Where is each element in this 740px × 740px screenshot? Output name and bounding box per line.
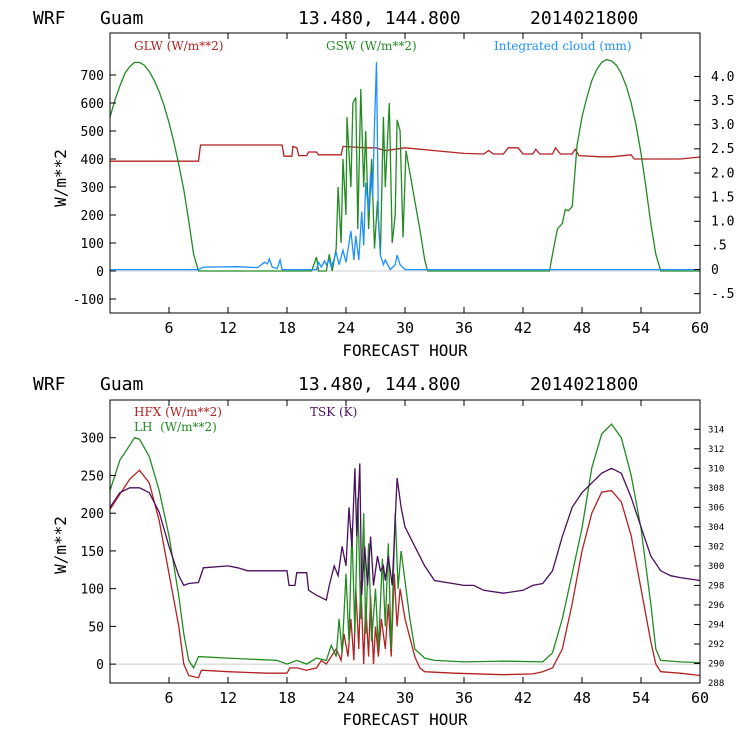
chart-1-x-ticks: 6 12 18 24 30 36 42 48 54 60 bbox=[164, 33, 709, 337]
chart-2-y2-tick-label-12: 312 bbox=[708, 445, 724, 455]
chart-1-legend-gsw: GSW (W/m**2) bbox=[326, 39, 417, 53]
chart-2-x-tick-label-0: 6 bbox=[164, 689, 173, 707]
chart-1-y2-tick-label-1: 0 bbox=[711, 263, 719, 278]
chart-1-y-tick-label-0: -100 bbox=[73, 293, 104, 308]
chart-1-y2-tick-label-9: 4.0 bbox=[711, 70, 734, 85]
chart-2-x-ticks: 6 12 18 24 30 36 42 48 54 60 bbox=[164, 400, 709, 707]
chart-1-x-tick-label-0: 6 bbox=[164, 319, 173, 337]
chart-1-x-axis-label: FORECAST HOUR bbox=[342, 341, 468, 360]
chart-1-header-location: Guam bbox=[100, 8, 143, 29]
chart-2-y-tick-label-2: 100 bbox=[81, 583, 104, 598]
chart-1-y-tick-label-8: 700 bbox=[81, 69, 104, 84]
chart-2: WRF Guam 13.480, 144.800 2014021800 6 12 1… bbox=[33, 374, 724, 729]
chart-1-header-date: 2014021800 bbox=[530, 8, 638, 29]
chart-1-x-tick-label-4: 30 bbox=[396, 319, 414, 337]
chart-2-legend-hfx: HFX (W/m**2) bbox=[134, 405, 222, 419]
chart-2-y2-tick-label-8: 304 bbox=[708, 523, 724, 533]
chart-1-y2-tick-label-4: 1.5 bbox=[711, 190, 734, 205]
chart-2-x-tick-label-7: 48 bbox=[573, 689, 591, 707]
chart-2-x-tick-label-4: 30 bbox=[396, 689, 414, 707]
chart-1-y-tick-label-5: 400 bbox=[81, 153, 104, 168]
chart-2-series bbox=[109, 423, 701, 679]
chart-2-y2-ticks: 288 290 292 294 296 298 300 302 304 306 308 310 312 3… bbox=[694, 425, 724, 689]
chart-1-series-line-1 bbox=[109, 58, 700, 272]
chart-2-x-tick-label-3: 24 bbox=[337, 689, 355, 707]
chart-1-header-coords: 13.480, 144.800 bbox=[298, 8, 461, 29]
chart-2-y2-tick-label-6: 300 bbox=[708, 562, 724, 572]
chart-1-series-line-0 bbox=[110, 144, 701, 162]
chart-2-x-axis-label: FORECAST HOUR bbox=[342, 710, 468, 729]
chart-1-y2-tick-label-2: .5 bbox=[711, 239, 727, 254]
chart-2-y-axis-label: W/m**2 bbox=[51, 516, 70, 574]
chart-1-x-tick-label-7: 48 bbox=[573, 319, 591, 337]
chart-2-header-location: Guam bbox=[100, 374, 143, 395]
chart-2-y2-tick-label-0: 288 bbox=[708, 679, 724, 689]
chart-2-y-tick-label-4: 200 bbox=[81, 507, 104, 522]
chart-1-y2-tick-label-6: 2.5 bbox=[711, 142, 734, 157]
chart-2-x-tick-label-8: 54 bbox=[632, 689, 650, 707]
chart-1-series-line-2 bbox=[110, 61, 700, 271]
chart-1-y-tick-label-6: 500 bbox=[81, 125, 104, 140]
chart-2-series-line-1 bbox=[109, 423, 701, 670]
chart-1-y-tick-label-3: 200 bbox=[81, 209, 104, 224]
chart-2-x-tick-label-6: 42 bbox=[514, 689, 532, 707]
chart-1-x-tick-label-1: 12 bbox=[219, 319, 237, 337]
chart-1-y-tick-label-2: 100 bbox=[81, 237, 104, 252]
chart-2-y2-tick-label-9: 306 bbox=[708, 503, 724, 513]
chart-1-series bbox=[109, 58, 701, 272]
chart-1-x-tick-label-9: 60 bbox=[691, 319, 709, 337]
chart-1-x-tick-label-3: 24 bbox=[337, 319, 355, 337]
chart-1-header-model: WRF bbox=[33, 8, 66, 29]
chart-2-y2-tick-label-7: 302 bbox=[708, 542, 724, 552]
chart-2-x-tick-label-1: 12 bbox=[219, 689, 237, 707]
chart-1-x-tick-label-6: 42 bbox=[514, 319, 532, 337]
chart-2-y-ticks: 0 50 100 150 200 250 300 bbox=[81, 432, 116, 673]
chart-2-series-line-2 bbox=[109, 463, 701, 602]
chart-1: WRF Guam 13.480, 144.800 2014021800 6 12 1… bbox=[33, 8, 734, 360]
chart-2-y2-tick-label-2: 292 bbox=[708, 640, 724, 650]
chart-1-y-tick-label-7: 600 bbox=[81, 97, 104, 112]
chart-1-y-tick-label-4: 300 bbox=[81, 181, 104, 196]
chart-1-y2-tick-label-5: 2.0 bbox=[711, 166, 734, 181]
chart-1-x-tick-label-2: 18 bbox=[278, 319, 296, 337]
chart-2-y-tick-label-3: 150 bbox=[81, 545, 104, 560]
chart-2-y-tick-label-1: 50 bbox=[88, 620, 104, 635]
chart-2-header-coords: 13.480, 144.800 bbox=[298, 374, 461, 395]
chart-1-legend-glw: GLW (W/m**2) bbox=[134, 39, 223, 53]
chart-1-y2-tick-label-3: 1.0 bbox=[711, 215, 734, 230]
chart-2-y-tick-label-5: 250 bbox=[81, 469, 104, 484]
chart-1-y2-tick-label-7: 3.0 bbox=[711, 118, 734, 133]
chart-2-y2-tick-label-4: 296 bbox=[708, 601, 724, 611]
chart-1-y-tick-label-1: 0 bbox=[96, 265, 104, 280]
chart-2-x-tick-label-5: 36 bbox=[455, 689, 473, 707]
chart-2-header-model: WRF bbox=[33, 374, 66, 395]
chart-2-x-tick-label-2: 18 bbox=[278, 689, 296, 707]
chart-2-y-tick-label-0: 0 bbox=[96, 658, 104, 673]
chart-1-y-ticks: -100 0 100 200 300 400 500 600 700 bbox=[73, 69, 116, 308]
chart-2-y-tick-label-6: 300 bbox=[81, 432, 104, 447]
chart-2-legend-lh: LH (W/m**2) bbox=[134, 420, 217, 434]
chart-1-legend-cloud: Integrated cloud (mm) bbox=[494, 39, 632, 53]
chart-1-y-axis-label: W/m**2 bbox=[51, 149, 70, 207]
chart-2-y2-tick-label-13: 314 bbox=[708, 425, 724, 435]
chart-2-y2-tick-label-5: 298 bbox=[708, 581, 724, 591]
chart-2-y2-tick-label-1: 290 bbox=[708, 659, 724, 669]
chart-2-header-date: 2014021800 bbox=[530, 374, 638, 395]
chart-1-y2-ticks: -.5 0 .5 1.0 1.5 2.0 2.5 3.0 3.5 4.0 bbox=[694, 70, 734, 302]
chart-1-x-tick-label-8: 54 bbox=[632, 319, 650, 337]
chart-2-legend-tsk: TSK (K) bbox=[310, 405, 357, 419]
chart-1-x-tick-label-5: 36 bbox=[455, 319, 473, 337]
chart-2-x-tick-label-9: 60 bbox=[691, 689, 709, 707]
chart-2-y2-tick-label-10: 308 bbox=[708, 484, 724, 494]
chart-1-y2-tick-label-0: -.5 bbox=[711, 287, 734, 302]
chart-2-y2-tick-label-11: 310 bbox=[708, 464, 724, 474]
chart-1-y2-tick-label-8: 3.5 bbox=[711, 94, 734, 109]
chart-2-y2-tick-label-3: 294 bbox=[708, 620, 724, 630]
